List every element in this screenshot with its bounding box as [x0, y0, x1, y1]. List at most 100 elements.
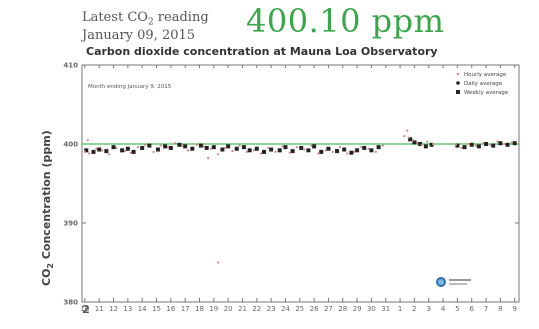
daily-average-point: [220, 147, 225, 152]
x-tick-label: 14: [138, 305, 147, 313]
y-tick-label: 400: [63, 141, 78, 149]
daily-average-point: [505, 142, 510, 147]
y-axis: 380 390 400 410: [63, 62, 519, 307]
x-tick-label: 29: [353, 305, 362, 313]
hourly-average-point: [407, 136, 410, 139]
reading-label-suffix: reading: [153, 10, 209, 25]
legend-daily-marker: [456, 81, 460, 85]
noaa-logo-icon: [436, 277, 471, 287]
x-tick-label: 19: [209, 305, 218, 313]
daily-average-point: [104, 149, 109, 154]
hourly-average-point: [224, 146, 227, 150]
daily-average-point: [254, 146, 259, 151]
x-tick-label: 28: [338, 305, 347, 313]
hourly-average-point: [217, 261, 220, 264]
x-tick-label: 15: [152, 305, 161, 313]
hourly-average-point: [88, 152, 91, 155]
daily-average-point: [91, 149, 96, 154]
hourly-average-point: [467, 142, 470, 146]
hourly-average-point: [217, 153, 220, 156]
chart-title: Carbon dioxide concentration at Mauna Lo…: [86, 45, 438, 58]
hourly-average-point: [115, 146, 118, 150]
hourly-average-point: [267, 146, 270, 150]
daily-average-point: [306, 148, 311, 153]
hourly-average-point: [460, 146, 463, 150]
x-tick-label: 12: [109, 305, 118, 313]
hourly-average-point: [252, 149, 256, 152]
hourly-average-point: [159, 144, 162, 147]
daily-average-point: [147, 143, 152, 148]
daily-average-point: [512, 141, 517, 146]
legend-weekly-marker: [456, 90, 460, 94]
hourly-average-point: [403, 135, 406, 138]
daily-average-point: [125, 146, 130, 151]
daily-average-point: [283, 145, 288, 150]
y-axis-label-main: CO: [40, 269, 53, 286]
daily-average-point: [491, 143, 496, 148]
hourly-average-point: [338, 146, 342, 149]
hourly-average-point: [426, 140, 429, 143]
hourly-average-point: [166, 146, 170, 149]
hourly-average-point: [431, 142, 435, 146]
x-tick-label: 30: [367, 305, 376, 313]
x-tick-label: 18: [195, 305, 204, 313]
hourly-average-point: [186, 149, 190, 152]
reading-date: January 09, 2015: [82, 28, 196, 43]
x-tick-label: 22: [252, 305, 261, 313]
daily-average-point: [234, 146, 239, 151]
daily-average-point: [349, 150, 354, 155]
daily-average-point: [369, 148, 374, 153]
x-tick-label: 16: [166, 305, 175, 313]
x-tick-label: 20: [224, 305, 233, 313]
hourly-average-point: [302, 148, 306, 151]
daily-average-point: [455, 143, 460, 148]
daily-average-point: [342, 147, 347, 152]
hourly-average-point: [288, 151, 291, 154]
hourly-average-point: [95, 147, 98, 150]
hourly-average-point: [129, 151, 132, 154]
daily-average-point: [211, 145, 216, 150]
x-tick-label: 25: [295, 305, 304, 313]
x-axis: 10 11 12 13 14 15 16 17 18 19 20 21 22 23 24 25 26 27 28 29…: [80, 65, 517, 316]
daily-average-point: [198, 143, 203, 148]
daily-average-point: [163, 144, 168, 149]
hourly-average-point: [454, 143, 458, 146]
hourly-average-point: [474, 144, 478, 147]
hourly-average-point: [324, 149, 327, 152]
y-axis-label: CO2 Concentration (ppm): [40, 130, 55, 286]
hourly-average-point: [406, 129, 409, 132]
legend-label: Weekly average: [464, 90, 509, 96]
latest-reading-label: Latest CO2 reading: [82, 10, 209, 31]
daily-average-point: [261, 149, 266, 154]
daily-average-point: [241, 145, 246, 150]
x-tick-label-month: 2: [82, 303, 90, 316]
hourly-average-point: [274, 150, 277, 153]
legend: Hourly average Daily average Weekly averag…: [456, 72, 509, 96]
x-tick-label: 2: [412, 305, 416, 313]
hourly-average-point: [86, 138, 89, 142]
daily-average-point: [190, 146, 195, 151]
hourly-average-point: [420, 143, 423, 146]
daily-average-point: [120, 148, 125, 153]
daily-average-point: [290, 149, 295, 154]
hourly-average-point: [174, 142, 177, 145]
x-tick-label: 23: [267, 305, 276, 313]
x-tick-label: 26: [310, 305, 319, 313]
legend-label: Daily average: [464, 81, 503, 87]
legend-hourly-marker: [456, 72, 460, 76]
daily-average-point: [429, 142, 434, 147]
reading-value: 400.10 ppm: [246, 2, 445, 40]
daily-average-point: [326, 146, 331, 151]
hourly-average-point: [482, 142, 485, 145]
x-tick-label: 21: [238, 305, 247, 313]
daily-average-point: [84, 148, 89, 153]
y-tick-label: 390: [63, 220, 78, 228]
x-tick-label: 7: [484, 305, 488, 313]
y-axis-label-rest: Concentration (ppm): [40, 130, 53, 263]
hourly-average-point: [360, 146, 363, 149]
y-axis-label-subscript: 2: [46, 263, 55, 269]
plot-frame: [81, 64, 520, 303]
x-tick-label: 8: [498, 305, 502, 313]
